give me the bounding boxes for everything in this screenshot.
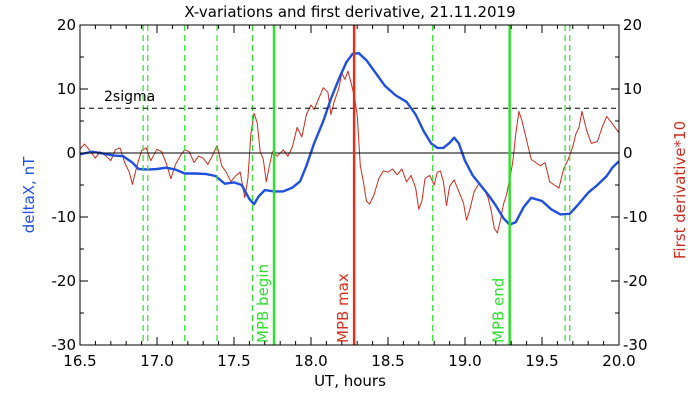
series-line-deltax — [79, 52, 620, 226]
y-tick-label-left: -30 — [52, 336, 77, 354]
marker-label-mpb-end: MPB end — [490, 278, 508, 343]
y-tick-label-right: 20 — [623, 16, 642, 34]
series-layer — [79, 52, 620, 234]
x-tick-label: 20.0 — [602, 352, 635, 370]
y-tick-label-left: -20 — [52, 272, 77, 290]
x-tick-label: 18.5 — [371, 352, 404, 370]
axis-layer: 16.5 17.0 17.5 18.0 18.5 19.0 19.5 20.0-30 -30-2… — [52, 16, 648, 370]
y-tick-label-right: -30 — [623, 336, 648, 354]
x-tick-label: 19.0 — [448, 352, 481, 370]
x-tick-label: 17.5 — [217, 352, 250, 370]
threshold-label: 2sigma — [104, 89, 155, 105]
x-tick-label: 19.5 — [525, 352, 558, 370]
marker-layer: MPB begin MPB max MPB end — [80, 25, 619, 345]
y-tick-label-left: 0 — [66, 144, 76, 162]
marker-label-mpb-max: MPB max — [334, 273, 352, 343]
series-line-derivative — [79, 70, 620, 234]
y-tick-label-left: 10 — [57, 80, 76, 98]
x-tick-label: 17.0 — [140, 352, 173, 370]
y-axis-label-left: deltaX, nT — [20, 156, 38, 233]
y-tick-label-right: 0 — [623, 144, 633, 162]
x-tick-label: 18.0 — [294, 352, 327, 370]
y-tick-label-left: 20 — [57, 16, 76, 34]
y-tick-label-right: 10 — [623, 80, 642, 98]
x-tick-label: 16.5 — [63, 352, 96, 370]
marker-label-mpb-begin: MPB begin — [254, 264, 272, 343]
y-tick-label-left: -10 — [52, 208, 77, 226]
y-tick-label-right: -20 — [623, 272, 648, 290]
y-tick-label-right: -10 — [623, 208, 648, 226]
y-axis-label-right: First derivative*10 — [671, 121, 689, 259]
x-axis-label: UT, hours — [314, 372, 386, 390]
chart-title: X-variations and first derivative, 21.11… — [184, 3, 515, 21]
